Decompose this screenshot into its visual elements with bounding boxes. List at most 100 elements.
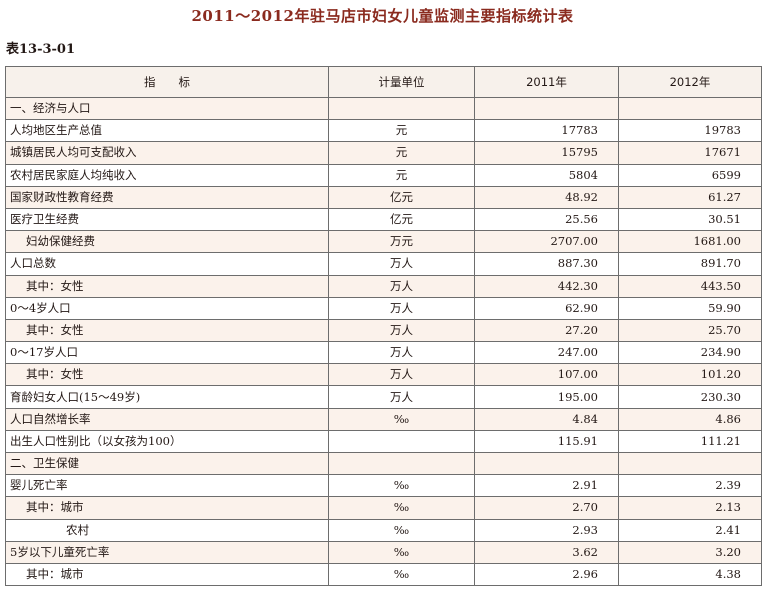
value-2011-cell	[474, 451, 619, 476]
value-2012-cell	[618, 451, 762, 476]
table-row: 人均地区生产总值元 17783 19783	[5, 119, 762, 143]
statistics-table: 指 标 计量单位 2011年 2012年 一、经济与人口 人均地区生产总值元 177…	[5, 66, 762, 587]
unit-cell: ‰	[328, 474, 475, 498]
value-2011-cell: 107.00	[474, 363, 619, 387]
unit-cell: 元	[328, 163, 475, 187]
unit-cell: 万人	[328, 252, 475, 276]
value-2012-cell: 111.21	[618, 429, 762, 454]
indicator-cell: 0～17岁人口	[5, 341, 329, 365]
table-code: 表13-3-01	[6, 42, 76, 57]
value-2011-cell: 4.84	[474, 407, 619, 431]
value-2011-cell	[474, 96, 619, 121]
value-2011-cell: 25.56	[474, 207, 619, 232]
table-row: 0～4岁人口 万人 62.90 59.90	[5, 296, 762, 320]
value-2011-cell: 62.90	[474, 296, 619, 320]
table-row: 国家财政性教育经费 亿元 48.92 61.27	[5, 185, 762, 209]
indicator-cell: 其中：女性	[5, 363, 329, 387]
value-2012-cell: 61.27	[618, 185, 762, 209]
indicator-cell: 农村	[5, 518, 329, 542]
table-header: 指 标 计量单位 2011年 2012年	[5, 66, 762, 98]
value-2012-cell: 59.90	[618, 296, 762, 320]
indicator-cell: 其中：女性	[5, 318, 329, 343]
unit-cell	[328, 96, 475, 121]
indicator-cell: 国家财政性教育经费	[5, 185, 329, 209]
value-2012-cell: 2.13	[618, 496, 762, 520]
table-row: 育龄妇女人口(15～49岁) 万人 195.00 230.30	[5, 385, 762, 409]
table-row: 5岁以下儿童死亡率 ‰ 3.62 3.20	[5, 540, 762, 564]
table-row: 其中：城市 ‰ 2.96 4.38	[5, 562, 762, 587]
indicator-cell: 农村居民家庭人均纯收入	[5, 163, 329, 187]
indicator-cell: 0～4岁人口	[5, 296, 329, 320]
table-row: 农村居民家庭人均纯收入元 5804 6599	[5, 163, 762, 187]
value-2012-cell: 19783	[618, 119, 762, 143]
unit-cell: 万人	[328, 296, 475, 320]
value-2012-cell: 443.50	[618, 274, 762, 298]
unit-cell: ‰	[328, 518, 475, 542]
table-row: 其中：城市 ‰ 2.70 2.13	[5, 496, 762, 520]
unit-cell: ‰	[328, 407, 475, 431]
value-2012-cell: 234.90	[618, 341, 762, 365]
value-2012-cell: 17671	[618, 141, 762, 165]
indicator-cell: 5岁以下儿童死亡率	[5, 540, 329, 564]
value-2012-cell: 4.38	[618, 562, 762, 587]
unit-cell: 万人	[328, 363, 475, 387]
table-row: 农村 ‰ 2.93 2.41	[5, 518, 762, 542]
document-title: 2011～2012年驻马店市妇女儿童监测主要指标统计表	[191, 7, 574, 25]
table-row: 其中：女性 万人 442.30 443.50	[5, 274, 762, 298]
value-2011-cell: 48.92	[474, 185, 619, 209]
value-2011-cell: 247.00	[474, 341, 619, 365]
unit-cell: 万人	[328, 341, 475, 365]
indicator-cell: 人口总数	[5, 252, 329, 276]
value-2011-cell: 27.20	[474, 318, 619, 343]
header-indicator: 指 标	[5, 66, 329, 98]
value-2012-cell: 3.20	[618, 540, 762, 564]
unit-cell: 亿元	[328, 207, 475, 232]
indicator-cell: 人口自然增长率	[5, 407, 329, 431]
table-row: 妇幼保健经费 万元 2707.00 1681.00	[5, 230, 762, 254]
unit-cell: 万人	[328, 274, 475, 298]
table-row: 医疗卫生经费 亿元 25.56 30.51	[5, 207, 762, 232]
indicator-cell: 医疗卫生经费	[5, 207, 329, 232]
table-row: 婴儿死亡率 ‰ 2.91 2.39	[5, 474, 762, 498]
value-2011-cell: 887.30	[474, 252, 619, 276]
unit-cell: ‰	[328, 562, 475, 587]
value-2011-cell: 2707.00	[474, 230, 619, 254]
indicator-cell: 其中：城市	[5, 562, 329, 587]
value-2011-cell: 3.62	[474, 540, 619, 564]
indicator-cell: 其中：城市	[5, 496, 329, 520]
value-2011-cell: 195.00	[474, 385, 619, 409]
value-2012-cell: 2.41	[618, 518, 762, 542]
header-unit: 计量单位	[328, 66, 475, 98]
value-2012-cell: 230.30	[618, 385, 762, 409]
unit-cell: 亿元	[328, 185, 475, 209]
indicator-cell: 婴儿死亡率	[5, 474, 329, 498]
table-row: 其中：女性 万人 107.00 101.20	[5, 363, 762, 387]
value-2012-cell: 6599	[618, 163, 762, 187]
header-2011: 2011年	[474, 66, 619, 98]
value-2011-cell: 15795	[474, 141, 619, 165]
value-2012-cell	[618, 96, 762, 121]
value-2012-cell: 4.86	[618, 407, 762, 431]
indicator-cell: 出生人口性别比（以女孩为100）	[5, 429, 329, 454]
value-2012-cell: 1681.00	[618, 230, 762, 254]
unit-cell: ‰	[328, 496, 475, 520]
unit-cell: 元	[328, 141, 475, 165]
unit-cell	[328, 429, 475, 454]
unit-cell: ‰	[328, 540, 475, 564]
indicator-cell: 二、卫生保健	[5, 451, 329, 476]
table-row: 0～17岁人口 万人 247.00 234.90	[5, 341, 762, 365]
indicator-cell: 一、经济与人口	[5, 96, 329, 121]
value-2011-cell: 442.30	[474, 274, 619, 298]
unit-cell	[328, 451, 475, 476]
table-row: 出生人口性别比（以女孩为100） 115.91 111.21	[5, 429, 762, 454]
value-2011-cell: 17783	[474, 119, 619, 143]
value-2012-cell: 101.20	[618, 363, 762, 387]
table-row: 二、卫生保健	[5, 451, 762, 476]
value-2011-cell: 2.91	[474, 474, 619, 498]
unit-cell: 万人	[328, 318, 475, 343]
indicator-cell: 育龄妇女人口(15～49岁)	[5, 385, 329, 409]
value-2012-cell: 891.70	[618, 252, 762, 276]
indicator-cell: 城镇居民人均可支配收入	[5, 141, 329, 165]
value-2012-cell: 2.39	[618, 474, 762, 498]
